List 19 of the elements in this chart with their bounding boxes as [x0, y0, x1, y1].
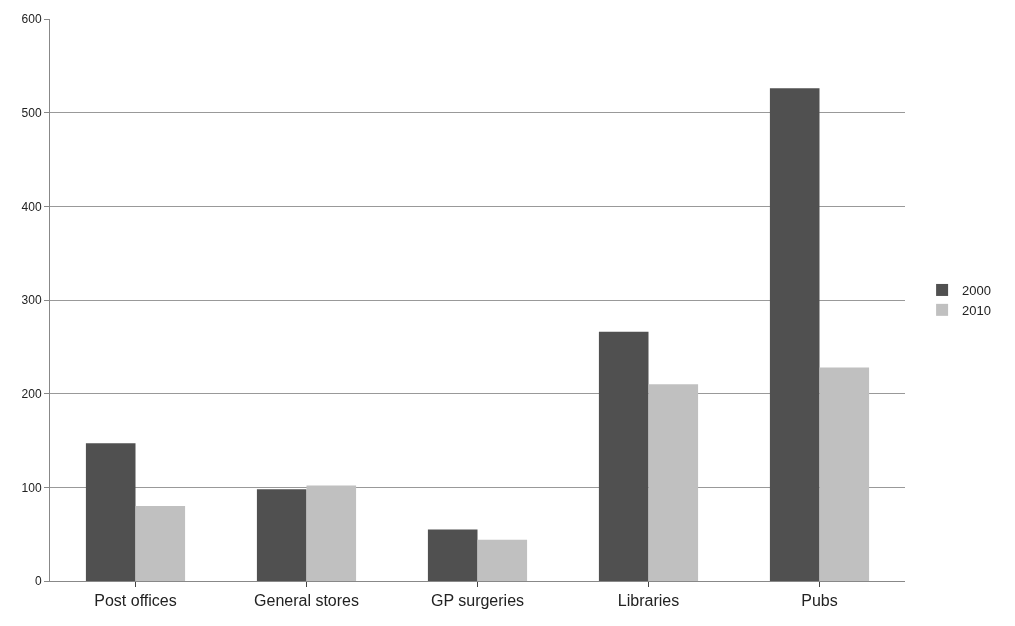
x-tick-label: GP surgeries: [430, 592, 525, 610]
legend-label: 2000: [962, 283, 992, 299]
x-tick-label: Libraries: [617, 592, 680, 610]
x-tick-label: Post offices: [94, 592, 177, 610]
bar: [306, 485, 357, 581]
bar: [135, 506, 186, 581]
y-tick-label: 200: [21, 386, 42, 401]
y-tick-label: 600: [21, 12, 42, 27]
y-tick-label: 0: [34, 574, 42, 589]
x-tick-label: General stores: [254, 592, 359, 610]
x-tick-label: Pubs: [801, 592, 838, 610]
bar: [819, 367, 870, 581]
y-tick-label: 100: [21, 480, 42, 495]
bar: [648, 384, 699, 581]
bar: [477, 539, 528, 581]
legend-label: 2010: [962, 302, 992, 318]
y-tick-label: 300: [21, 293, 42, 308]
y-tick-label: 500: [21, 105, 42, 120]
y-tick-label: 400: [21, 199, 42, 214]
